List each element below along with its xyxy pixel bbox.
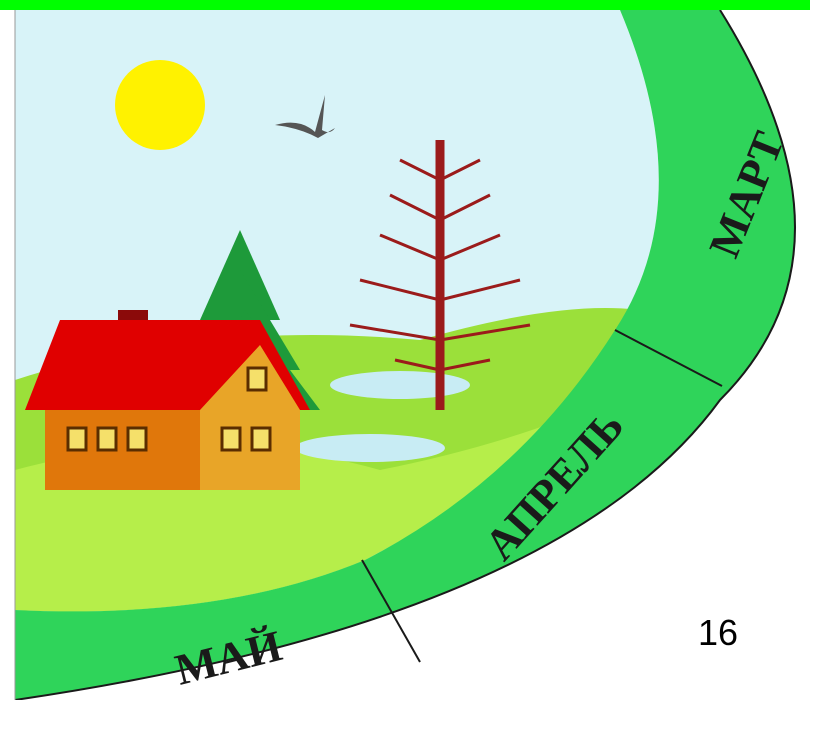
page: МАРТ АПРЕЛЬ МАЙ 16 (() => { const data =… (0, 0, 840, 729)
house (25, 310, 310, 490)
slide: МАРТ АПРЕЛЬ МАЙ 16 (0, 0, 840, 729)
top-bar (0, 0, 810, 10)
pond (330, 371, 470, 399)
pond (295, 434, 445, 462)
illustration (15, 10, 795, 700)
page-number: 16 (698, 612, 738, 653)
sun (115, 60, 205, 150)
